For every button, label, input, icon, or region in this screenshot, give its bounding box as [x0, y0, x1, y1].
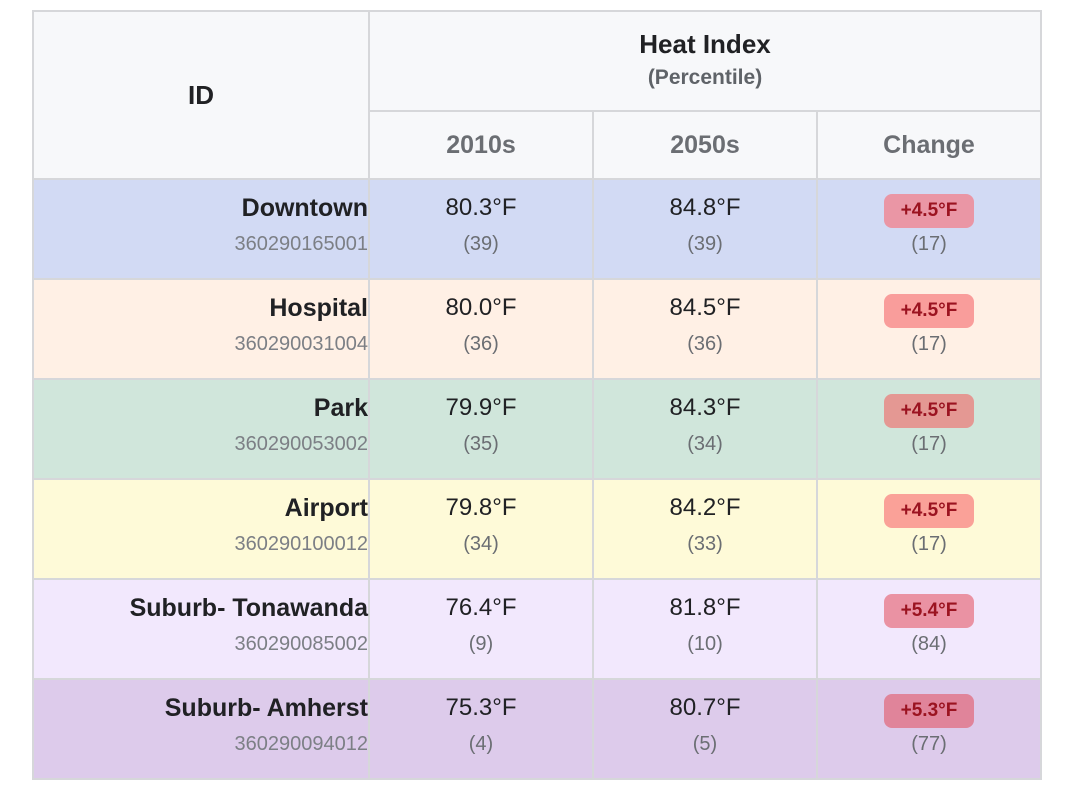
change-badge: +4.5°F: [884, 494, 974, 528]
id-cell: Downtown 360290165001: [32, 178, 370, 280]
value-2050s-cell: 84.8°F (39): [592, 178, 818, 280]
change-badge: +5.3°F: [884, 694, 974, 728]
change-cell: +4.5°F (17): [816, 278, 1042, 380]
change-badge: +5.4°F: [884, 594, 974, 628]
table-row: Downtown 360290165001 80.3°F (39) 84.8°F…: [32, 178, 1042, 280]
change-badge: +4.5°F: [884, 294, 974, 328]
column-header-2010s: 2010s: [368, 110, 594, 180]
value-2010s-cell: 80.3°F (39): [368, 178, 594, 280]
value-2010s-cell: 80.0°F (36): [368, 278, 594, 380]
heat-index-2050s: 84.3°F: [669, 394, 741, 421]
table-row: Airport 360290100012 79.8°F (34) 84.2°F …: [32, 478, 1042, 580]
percentile-2010s: (39): [463, 233, 499, 255]
id-cell: Hospital 360290031004: [32, 278, 370, 380]
column-header-change: Change: [816, 110, 1042, 180]
value-2050s-cell: 81.8°F (10): [592, 578, 818, 680]
value-2010s-cell: 79.8°F (34): [368, 478, 594, 580]
heat-index-2010s: 75.3°F: [445, 694, 517, 721]
percentile-2010s: (35): [463, 433, 499, 455]
location-code: 360290100012: [234, 533, 368, 555]
change-cell: +4.5°F (17): [816, 378, 1042, 480]
percentile-change: (17): [911, 333, 947, 355]
location-code: 360290094012: [234, 733, 368, 755]
location-name: Airport: [284, 494, 368, 522]
percentile-2050s: (34): [687, 433, 723, 455]
percentile-2050s: (36): [687, 333, 723, 355]
location-code: 360290031004: [234, 333, 368, 355]
location-name: Suburb- Tonawanda: [129, 594, 368, 622]
percentile-2010s: (4): [468, 733, 494, 755]
id-cell: Park 360290053002: [32, 378, 370, 480]
percentile-2010s: (9): [468, 633, 494, 655]
percentile-2050s: (39): [687, 233, 723, 255]
heat-index-2050s: 81.8°F: [669, 594, 741, 621]
value-2010s-cell: 75.3°F (4): [368, 678, 594, 780]
heat-index-2050s: 84.8°F: [669, 194, 741, 221]
id-cell: Suburb- Amherst 360290094012: [32, 678, 370, 780]
location-code: 360290085002: [234, 633, 368, 655]
value-2050s-cell: 80.7°F (5): [592, 678, 818, 780]
value-2010s-cell: 79.9°F (35): [368, 378, 594, 480]
column-header-2050s: 2050s: [592, 110, 818, 180]
id-column-header: ID: [32, 10, 370, 180]
change-badge: +4.5°F: [884, 194, 974, 228]
table-row: Park 360290053002 79.9°F (35) 84.3°F (34…: [32, 378, 1042, 480]
location-name: Hospital: [269, 294, 368, 322]
value-2010s-cell: 76.4°F (9): [368, 578, 594, 680]
percentile-2010s: (36): [463, 333, 499, 355]
change-cell: +5.3°F (77): [816, 678, 1042, 780]
heat-index-2050s: 84.2°F: [669, 494, 741, 521]
percentile-2050s: (5): [692, 733, 718, 755]
percentile-change: (17): [911, 533, 947, 555]
location-name: Suburb- Amherst: [164, 694, 368, 722]
percentile-change: (17): [911, 433, 947, 455]
percentile-2050s: (33): [687, 533, 723, 555]
heat-index-table: ID Heat Index (Percentile) 2010s 2050s C…: [32, 10, 1042, 780]
heat-index-2010s: 76.4°F: [445, 594, 517, 621]
location-code: 360290165001: [234, 233, 368, 255]
group-title: Heat Index: [639, 29, 771, 59]
heat-index-2010s: 79.8°F: [445, 494, 517, 521]
value-2050s-cell: 84.2°F (33): [592, 478, 818, 580]
table-row: Suburb- Tonawanda 360290085002 76.4°F (9…: [32, 578, 1042, 680]
group-subtitle: (Percentile): [647, 66, 763, 89]
change-cell: +4.5°F (17): [816, 478, 1042, 580]
change-cell: +5.4°F (84): [816, 578, 1042, 680]
heat-index-2050s: 84.5°F: [669, 294, 741, 321]
table-body: Downtown 360290165001 80.3°F (39) 84.8°F…: [32, 178, 1042, 780]
percentile-change: (17): [911, 233, 947, 255]
heat-index-2010s: 80.3°F: [445, 194, 517, 221]
value-2050s-cell: 84.5°F (36): [592, 278, 818, 380]
id-cell: Suburb- Tonawanda 360290085002: [32, 578, 370, 680]
table-header: ID Heat Index (Percentile) 2010s 2050s C…: [32, 10, 1042, 180]
heat-index-2050s: 80.7°F: [669, 694, 741, 721]
heat-index-2010s: 80.0°F: [445, 294, 517, 321]
percentile-2010s: (34): [463, 533, 499, 555]
table-row: Hospital 360290031004 80.0°F (36) 84.5°F…: [32, 278, 1042, 380]
heat-index-group-header: Heat Index (Percentile): [368, 10, 1042, 112]
percentile-change: (84): [911, 633, 947, 655]
table-row: Suburb- Amherst 360290094012 75.3°F (4) …: [32, 678, 1042, 780]
value-2050s-cell: 84.3°F (34): [592, 378, 818, 480]
location-code: 360290053002: [234, 433, 368, 455]
location-name: Park: [313, 394, 368, 422]
change-badge: +4.5°F: [884, 394, 974, 428]
heat-index-2010s: 79.9°F: [445, 394, 517, 421]
change-cell: +4.5°F (17): [816, 178, 1042, 280]
id-cell: Airport 360290100012: [32, 478, 370, 580]
percentile-change: (77): [911, 733, 947, 755]
percentile-2050s: (10): [687, 633, 723, 655]
location-name: Downtown: [241, 194, 368, 222]
